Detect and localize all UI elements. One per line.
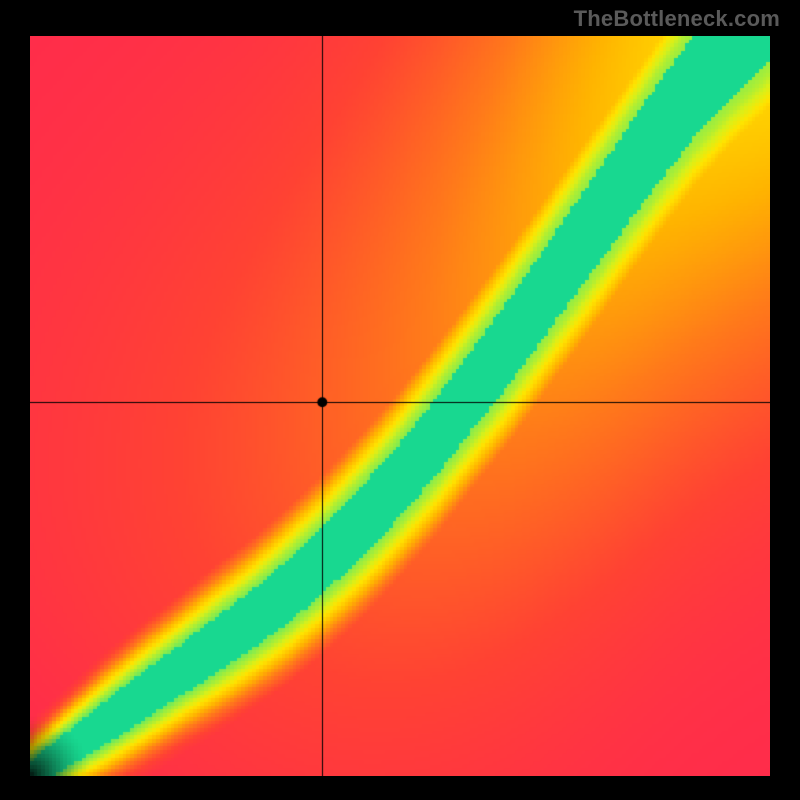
attribution-label: TheBottleneck.com xyxy=(574,6,780,32)
chart-container: TheBottleneck.com xyxy=(0,0,800,800)
heatmap-canvas xyxy=(30,36,770,776)
plot-area xyxy=(30,36,770,776)
